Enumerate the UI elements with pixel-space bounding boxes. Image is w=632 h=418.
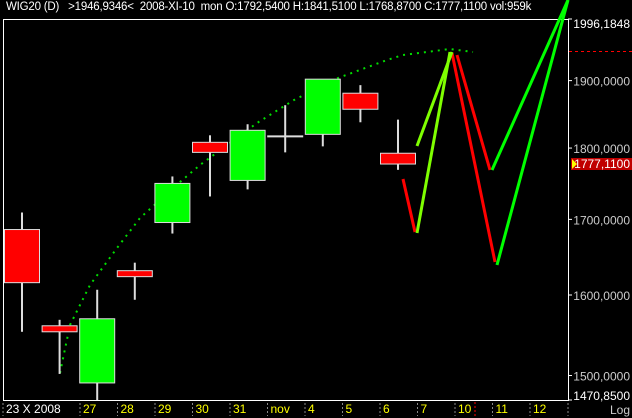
chart-frame xyxy=(3,19,569,401)
x-tick-label: nov xyxy=(271,402,290,416)
projection-line[interactable] xyxy=(490,0,570,171)
candle-body xyxy=(304,78,341,135)
quote-date: 2008-XI-10 xyxy=(139,1,195,13)
x-tick-label: 6 xyxy=(383,402,390,416)
candle-body xyxy=(116,270,153,278)
x-tick-label: 31 xyxy=(233,402,247,416)
y-tick-label: 1600,0000 xyxy=(573,289,630,303)
projection-line[interactable] xyxy=(415,51,452,234)
x-tick-label: 4 xyxy=(308,402,315,416)
candle[interactable] xyxy=(41,319,78,374)
projection-line[interactable] xyxy=(495,0,570,266)
x-tick-label: 5 xyxy=(346,402,353,416)
y-tick-label: 1470,8500 xyxy=(573,389,630,403)
candle[interactable] xyxy=(267,105,304,153)
candle[interactable] xyxy=(229,124,266,190)
candle-body xyxy=(229,129,266,181)
candle-body xyxy=(41,325,78,333)
y-tick-label: 1900,0000 xyxy=(573,75,630,89)
x-tick-label: 10 xyxy=(458,402,472,416)
x-tick-label: 12 xyxy=(533,402,547,416)
candle[interactable] xyxy=(79,289,116,400)
candle-body xyxy=(4,229,40,284)
x-tick-label: 29 xyxy=(158,402,172,416)
price-pointer-icon xyxy=(572,159,577,169)
x-tick-label: 23 X 2008 xyxy=(6,402,61,416)
candle[interactable] xyxy=(4,212,40,332)
quote-ohlc: O:1792,5400 H:1841,5100 L:1768,8700 C:17… xyxy=(225,1,532,13)
projection-line[interactable] xyxy=(455,54,492,171)
y-tick-label: 1996,1848 xyxy=(573,17,630,31)
cursor-price: >1946,9346< xyxy=(68,1,134,13)
scale-mode-toggle[interactable]: Log xyxy=(610,403,630,417)
candle-body xyxy=(380,152,416,165)
x-tick-label: 30 xyxy=(196,402,210,416)
y-tick-label: 1800,0000 xyxy=(573,142,630,156)
x-tick-label: 27 xyxy=(83,402,97,416)
candle[interactable] xyxy=(116,262,153,300)
y-tick-label: 1500,0000 xyxy=(573,370,630,384)
candle[interactable] xyxy=(342,85,379,123)
x-tick-label: 28 xyxy=(121,402,135,416)
candle[interactable] xyxy=(192,135,228,197)
quote-weekday: mon xyxy=(200,1,223,13)
symbol-label: WIG20 (D) xyxy=(6,1,60,13)
projection-line[interactable] xyxy=(450,52,497,263)
projection-line[interactable] xyxy=(401,178,417,233)
last-price-marker: 1777,1100 xyxy=(571,157,632,171)
x-tick-label: 11 xyxy=(496,402,509,416)
y-tick-label: 1700,0000 xyxy=(573,213,630,227)
last-price-label: 1777,1100 xyxy=(574,157,630,171)
x-tick-label: 7 xyxy=(421,402,428,416)
candle-body xyxy=(192,141,228,153)
candle[interactable] xyxy=(154,176,191,234)
candle[interactable] xyxy=(304,78,341,147)
quote-header: WIG20 (D) >1946,9346< 2008-XI-10 mon O:1… xyxy=(6,1,531,13)
candle-body xyxy=(154,182,191,224)
candle-body xyxy=(79,318,116,384)
candle[interactable] xyxy=(380,119,416,170)
candle-body xyxy=(342,92,379,110)
